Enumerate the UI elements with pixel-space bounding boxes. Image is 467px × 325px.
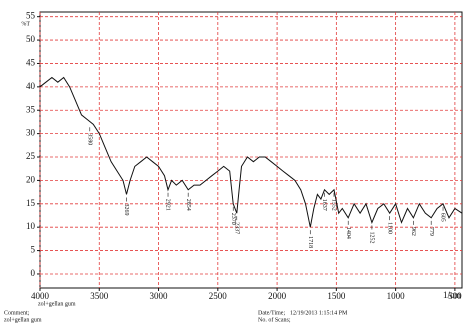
y-tick-label: 45: [26, 58, 36, 68]
y-axis-label: %T: [21, 21, 30, 27]
peak-label: 2854: [185, 199, 191, 211]
peak-label: 1718: [307, 236, 313, 248]
peak-label: 962: [410, 227, 416, 236]
y-tick-label: 55: [26, 11, 36, 21]
date: 12/19/2013 1:15:14 PM: [290, 310, 348, 316]
y-tick-label: 15: [26, 198, 36, 208]
peak-label: 1637: [321, 199, 327, 211]
y-tick-label: 0: [31, 268, 36, 278]
x-tick-label: 1000: [387, 291, 406, 301]
plot-frame: [39, 11, 463, 289]
comment: zol+gellan gum: [4, 317, 42, 323]
y-tick-label: 5: [31, 245, 36, 255]
comment-label: Comment;: [4, 310, 30, 316]
peak-label: 3580: [86, 133, 92, 145]
spectrum-line: [39, 76, 463, 228]
x-tick-label: 2000: [268, 291, 287, 301]
peak-label: 779: [428, 227, 434, 236]
x-tick-label: 3500: [90, 291, 109, 301]
y-tick-label: 35: [26, 104, 36, 114]
peak-label: 1100: [386, 222, 392, 234]
peak-label: 3269: [123, 203, 129, 215]
y-tick-label: 50: [26, 34, 36, 44]
peak-label: 2370: [230, 213, 236, 225]
peak-label: 1404: [345, 227, 351, 239]
y-tick-label: 20: [26, 174, 36, 184]
peak-label: 1252: [369, 232, 375, 244]
x-tick-label: 1500: [327, 291, 346, 301]
scans-label: No. of Scans;: [258, 316, 291, 323]
y-tick-label: 30: [26, 128, 36, 138]
peak-label: 605: [440, 213, 446, 222]
x-tick-label: 3000: [150, 291, 169, 301]
x-axis-label: 1/cm: [443, 290, 461, 300]
y-tick-label: 40: [26, 81, 36, 91]
peak-label: 2337: [233, 222, 239, 234]
x-tick-label: 4000: [31, 291, 50, 301]
peak-label: 2921: [165, 199, 171, 211]
sample-name: zol+gellan gum: [38, 301, 76, 307]
x-tick-label: 500: [448, 291, 462, 301]
y-tick-label: 25: [26, 151, 36, 161]
peak-label: 1552: [331, 199, 337, 211]
x-tick-label: 2500: [209, 291, 228, 301]
y-tick-label: 10: [26, 221, 36, 231]
date-label: Date/Time;: [258, 310, 285, 316]
